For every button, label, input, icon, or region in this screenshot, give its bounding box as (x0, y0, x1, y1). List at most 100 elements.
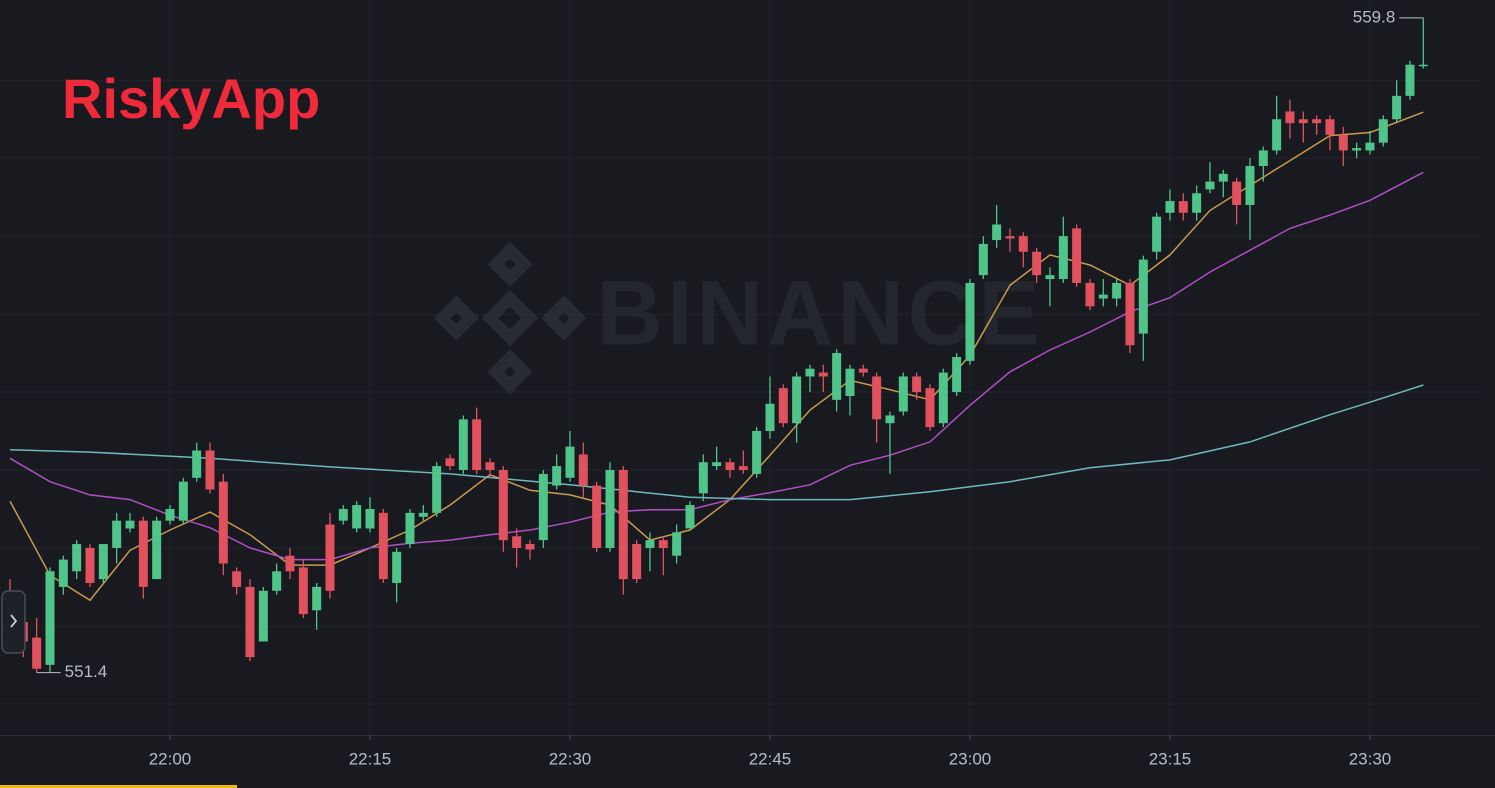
candle-body (1125, 282, 1135, 346)
candle-body (1365, 142, 1375, 151)
candle-body (312, 586, 322, 611)
side-toggle-button[interactable] (1, 590, 26, 654)
candle-body (1245, 166, 1255, 205)
candle-body (1098, 294, 1108, 299)
side-toggle[interactable] (1, 590, 26, 654)
watermark-logo (433, 241, 587, 395)
candle-body (365, 508, 375, 529)
candle-body (285, 555, 295, 572)
candle-body (338, 508, 348, 521)
candle-body (1192, 193, 1202, 213)
candle-body (485, 462, 495, 470)
candle-body (818, 372, 828, 377)
candle-body (805, 368, 815, 377)
candle-body (1285, 111, 1295, 124)
candle-body (445, 458, 455, 467)
candle-body (1032, 251, 1042, 276)
moving-averages (9, 111, 1424, 602)
max-label: 559.8 (1353, 7, 1396, 26)
candle-body (858, 368, 868, 373)
candle-body (205, 450, 215, 490)
candles: 559.8 551.4 (5, 7, 1428, 681)
candle-body (1205, 181, 1215, 190)
candle-body (152, 520, 162, 580)
x-tick-label: 23:15 (1149, 749, 1192, 768)
candle-body (1405, 64, 1415, 96)
candle-body (525, 544, 535, 550)
candle-body (1085, 282, 1095, 307)
candle-body (1218, 173, 1228, 182)
candle-body (325, 524, 335, 591)
candle-body (1138, 259, 1148, 334)
progress-bar (0, 785, 237, 788)
candle-body (578, 454, 588, 486)
candle-body (778, 388, 788, 424)
x-tick-label: 23:00 (949, 749, 992, 768)
candle-body (752, 431, 762, 474)
candle-body (112, 520, 122, 548)
candle-body (1112, 282, 1122, 299)
x-tick-label: 22:15 (349, 749, 392, 768)
candle-body (1418, 64, 1428, 67)
x-tick-label: 23:30 (1349, 749, 1392, 768)
candle-body (352, 505, 362, 529)
candle-body (512, 536, 522, 548)
candle-body (178, 481, 188, 521)
candle-body (605, 469, 615, 548)
candle-body (1312, 119, 1322, 124)
candle-body (192, 450, 202, 478)
candle-body (58, 559, 68, 587)
candle-body (698, 462, 708, 494)
candle-body (98, 544, 108, 580)
candle-body (925, 388, 935, 428)
candle-body (632, 544, 642, 580)
candle-body (1165, 201, 1175, 213)
x-tick-label: 22:45 (749, 749, 792, 768)
candle-body (978, 243, 988, 276)
candle-body (258, 590, 268, 642)
candle-body (298, 567, 308, 615)
candle-body (872, 376, 882, 420)
candle-body (165, 508, 175, 521)
candle-body (792, 376, 802, 424)
candle-body (1272, 119, 1282, 151)
candle-body (218, 481, 228, 564)
candle-body (418, 512, 428, 517)
app-title: RiskyApp (62, 67, 320, 130)
candle-body (1005, 236, 1015, 239)
candle-body (952, 356, 962, 393)
candle-body (885, 415, 895, 424)
candle-body (85, 547, 95, 584)
candle-body (1338, 134, 1348, 151)
candle-body (1232, 181, 1242, 205)
candle-body (738, 466, 748, 470)
candle-body (498, 469, 508, 541)
candle-body (965, 282, 975, 361)
candle-body (712, 462, 722, 467)
candle-body (685, 505, 695, 529)
candle-body (1392, 95, 1402, 120)
x-axis: 22:00 22:15 22:30 22:45 23:00 23:15 23:30 (0, 735, 1495, 768)
candle-body (725, 462, 735, 470)
candle-body (1045, 275, 1055, 280)
candle-body (618, 469, 628, 580)
candle-body (832, 353, 842, 400)
candle-body (1178, 201, 1188, 213)
candle-body (72, 544, 82, 572)
candle-body (1018, 236, 1028, 252)
x-tick-label: 22:00 (149, 749, 192, 768)
candle-body (245, 586, 255, 658)
candle-body (1072, 228, 1082, 283)
candle-body (1298, 119, 1308, 124)
candle-body (458, 419, 468, 470)
candle-body (1378, 119, 1388, 143)
moving-average-line (9, 171, 1424, 561)
candle-body (405, 512, 415, 545)
candle-body (538, 473, 548, 541)
candle-body (938, 372, 948, 424)
candle-body (565, 446, 575, 478)
candle-body (1352, 148, 1362, 151)
moving-average-line (9, 384, 1424, 501)
